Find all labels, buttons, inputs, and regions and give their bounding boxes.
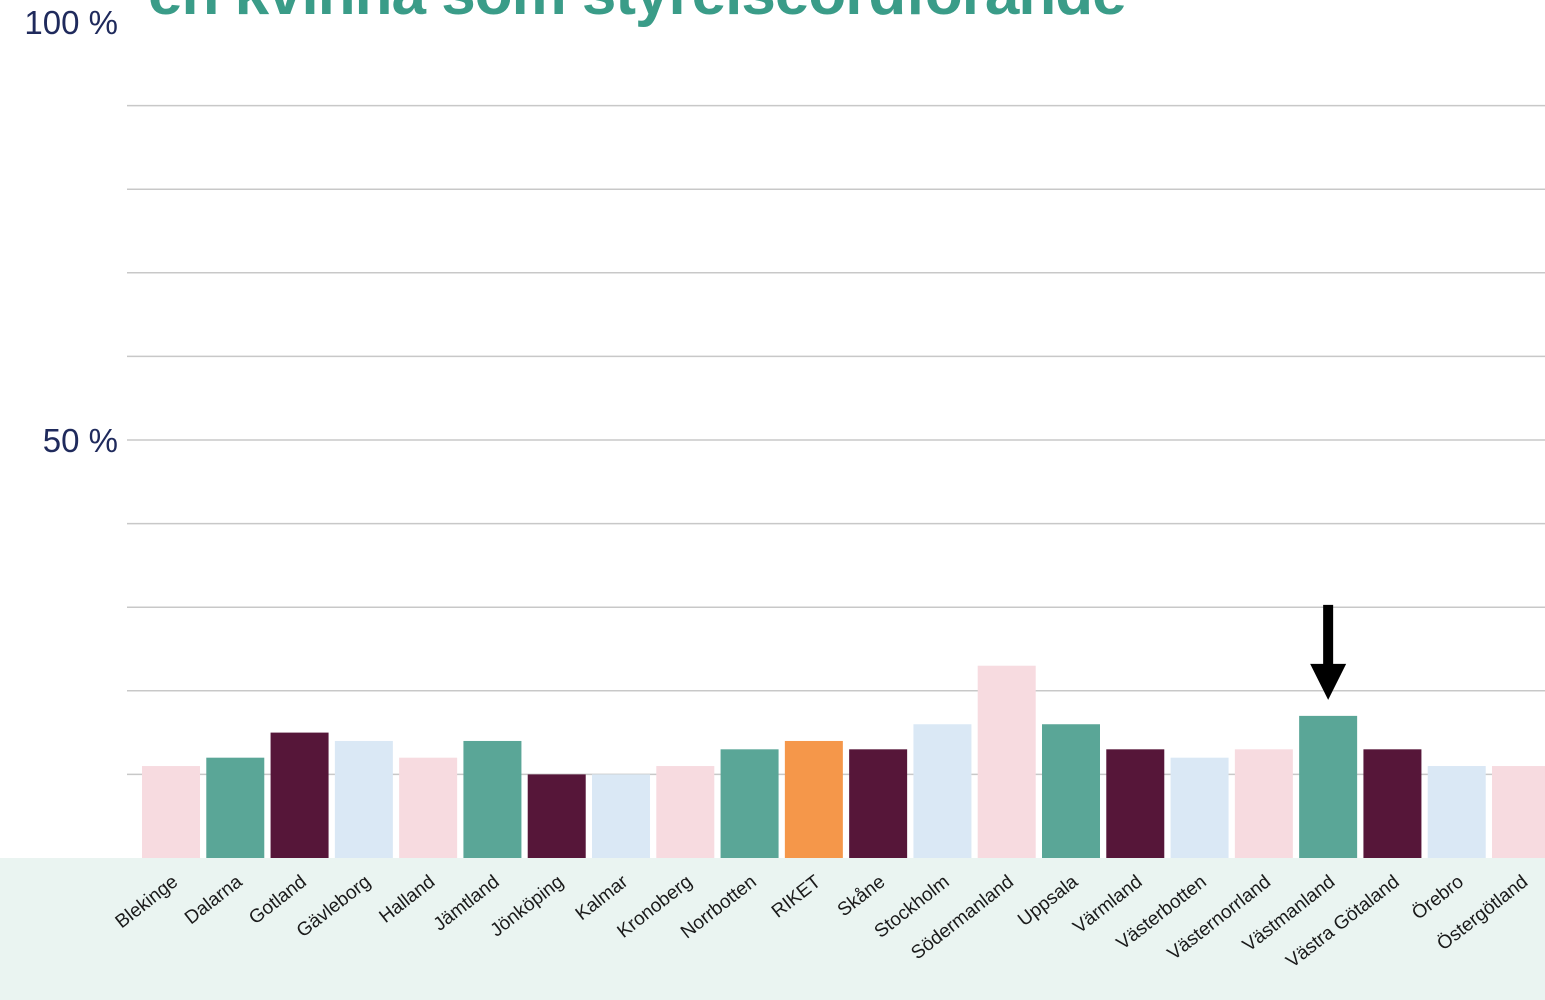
bar [142, 766, 200, 858]
bar [1427, 766, 1486, 858]
x-axis-label-band [0, 858, 1545, 1000]
bar [592, 774, 650, 858]
chart-title: en kvinna som styrelseordförande [148, 0, 1127, 29]
bar [784, 740, 843, 858]
bar [720, 749, 779, 858]
bar [270, 732, 329, 858]
bar [206, 757, 265, 858]
y-tick-label: 50 % [43, 422, 118, 459]
y-tick-label: 100 % [24, 4, 118, 41]
bar [1170, 757, 1229, 858]
bar [399, 757, 458, 858]
bar [334, 740, 393, 858]
bar [1299, 715, 1358, 858]
bar [1492, 766, 1545, 858]
bar [977, 665, 1036, 858]
bars [142, 665, 1545, 858]
bar [849, 749, 908, 858]
bar [1042, 724, 1100, 858]
bar [527, 774, 586, 858]
bar [913, 724, 972, 858]
bar [1234, 749, 1293, 858]
bar [656, 766, 715, 858]
highlight-arrow [1310, 604, 1347, 700]
arrow-shaft [1323, 604, 1334, 667]
bar [463, 740, 522, 858]
arrow-head [1310, 663, 1347, 700]
gridlines [127, 104, 1545, 776]
y-axis-tick-labels: 100 % 50 % [24, 4, 118, 459]
bar [1363, 749, 1422, 858]
bar [1106, 749, 1165, 858]
